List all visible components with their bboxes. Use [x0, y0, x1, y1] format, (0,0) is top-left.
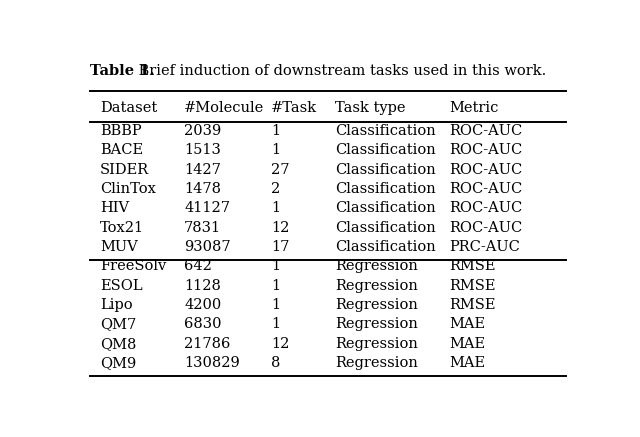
Text: 12: 12 — [271, 221, 289, 235]
Text: 1128: 1128 — [184, 279, 221, 293]
Text: Classification: Classification — [335, 163, 436, 177]
Text: ROC-AUC: ROC-AUC — [449, 143, 523, 157]
Text: 12: 12 — [271, 336, 289, 351]
Text: SIDER: SIDER — [100, 163, 149, 177]
Text: Table 1.: Table 1. — [90, 64, 154, 78]
Text: #Task: #Task — [271, 101, 317, 115]
Text: BACE: BACE — [100, 143, 143, 157]
Text: Classification: Classification — [335, 182, 436, 196]
Text: 2: 2 — [271, 182, 280, 196]
Text: 1: 1 — [271, 298, 280, 312]
Text: 1: 1 — [271, 201, 280, 215]
Text: RMSE: RMSE — [449, 279, 496, 293]
Text: PRC-AUC: PRC-AUC — [449, 240, 520, 254]
Text: 1: 1 — [271, 317, 280, 331]
Text: Regression: Regression — [335, 298, 419, 312]
Text: 4200: 4200 — [184, 298, 221, 312]
Text: QM7: QM7 — [100, 317, 136, 331]
Text: Classification: Classification — [335, 240, 436, 254]
Text: 21786: 21786 — [184, 336, 230, 351]
Text: 6830: 6830 — [184, 317, 221, 331]
Text: ClinTox: ClinTox — [100, 182, 156, 196]
Text: ROC-AUC: ROC-AUC — [449, 221, 523, 235]
Text: MAE: MAE — [449, 336, 486, 351]
Text: 93087: 93087 — [184, 240, 231, 254]
Text: ROC-AUC: ROC-AUC — [449, 201, 523, 215]
Text: HIV: HIV — [100, 201, 129, 215]
Text: ROC-AUC: ROC-AUC — [449, 163, 523, 177]
Text: #Molecule: #Molecule — [184, 101, 264, 115]
Text: Task type: Task type — [335, 101, 406, 115]
Text: 8: 8 — [271, 356, 280, 370]
Text: QM9: QM9 — [100, 356, 136, 370]
Text: RMSE: RMSE — [449, 298, 496, 312]
Text: QM8: QM8 — [100, 336, 136, 351]
Text: Brief induction of downstream tasks used in this work.: Brief induction of downstream tasks used… — [134, 64, 546, 78]
Text: Classification: Classification — [335, 143, 436, 157]
Text: 2039: 2039 — [184, 124, 221, 138]
Text: MAE: MAE — [449, 356, 486, 370]
Text: Classification: Classification — [335, 221, 436, 235]
Text: Regression: Regression — [335, 259, 419, 273]
Text: 1: 1 — [271, 259, 280, 273]
Text: Regression: Regression — [335, 356, 419, 370]
Text: 1513: 1513 — [184, 143, 221, 157]
Text: 1427: 1427 — [184, 163, 221, 177]
Text: Classification: Classification — [335, 201, 436, 215]
Text: Dataset: Dataset — [100, 101, 157, 115]
Text: 1478: 1478 — [184, 182, 221, 196]
Text: FreeSolv: FreeSolv — [100, 259, 166, 273]
Text: 130829: 130829 — [184, 356, 240, 370]
Text: 1: 1 — [271, 279, 280, 293]
Text: Lipo: Lipo — [100, 298, 132, 312]
Text: Classification: Classification — [335, 124, 436, 138]
Text: Tox21: Tox21 — [100, 221, 144, 235]
Text: 7831: 7831 — [184, 221, 221, 235]
Text: 17: 17 — [271, 240, 289, 254]
Text: ROC-AUC: ROC-AUC — [449, 124, 523, 138]
Text: Metric: Metric — [449, 101, 499, 115]
Text: Regression: Regression — [335, 336, 419, 351]
Text: 27: 27 — [271, 163, 289, 177]
Text: ROC-AUC: ROC-AUC — [449, 182, 523, 196]
Text: RMSE: RMSE — [449, 259, 496, 273]
Text: 642: 642 — [184, 259, 212, 273]
Text: 41127: 41127 — [184, 201, 230, 215]
Text: Regression: Regression — [335, 279, 419, 293]
Text: 1: 1 — [271, 143, 280, 157]
Text: MAE: MAE — [449, 317, 486, 331]
Text: ESOL: ESOL — [100, 279, 143, 293]
Text: 1: 1 — [271, 124, 280, 138]
Text: MUV: MUV — [100, 240, 138, 254]
Text: Regression: Regression — [335, 317, 419, 331]
Text: BBBP: BBBP — [100, 124, 141, 138]
